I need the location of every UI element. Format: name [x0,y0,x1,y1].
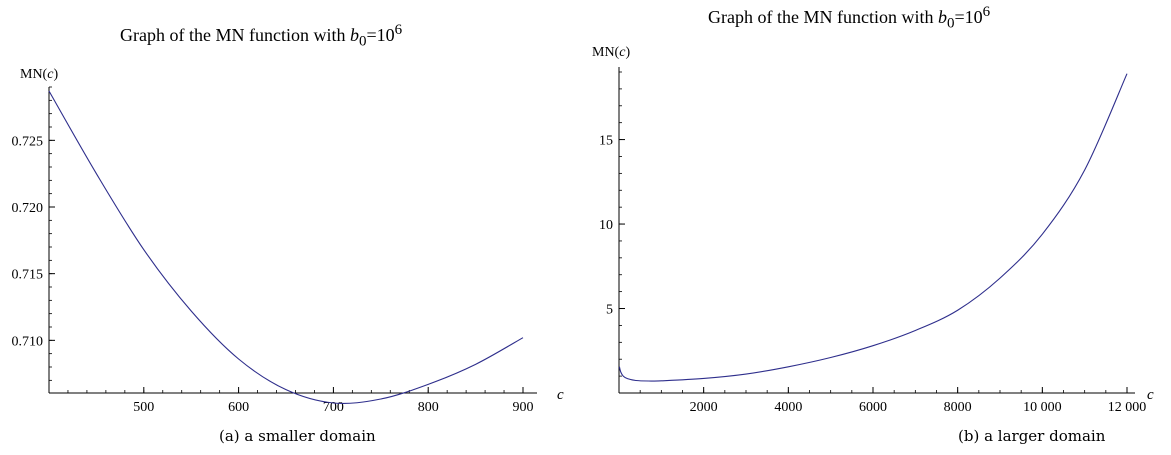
chart-b-x-axis-label: c [1147,387,1154,403]
chart-a-y-tick-label: 0.725 [12,134,44,149]
chart-a-x-tick-label: 800 [418,400,439,415]
chart-a-series-line [48,90,524,405]
chart-panel-b: 2000 4000 6000 8000 10 000 12 000 5 10 15 c Graph… [585,0,1171,455]
chart-a-title: Graph of the MN function with b0=106 [120,22,403,50]
chart-b-series-line [618,73,1128,382]
chart-b-x-tick-label: 2000 [690,400,718,415]
chart-a-y-tick-label: 0.720 [12,201,44,216]
chart-a-y-tick-label: 0.715 [12,268,44,283]
chart-b-plot: 2000 4000 6000 8000 10 000 12 000 5 10 15 c [599,67,1154,415]
chart-a-caption: (a) a smaller domain [219,427,376,445]
chart-b-caption: (b) a larger domain [958,427,1106,445]
chart-panel-a: 500 600 700 800 900 0.710 0.715 0.720 0.725 c Gra… [0,0,585,455]
chart-b-x-tick-label: 12 000 [1108,400,1147,415]
chart-b-y-axis-label: MN(c) [592,45,631,60]
chart-a-y-axis-label: MN(c) [20,67,59,82]
chart-b-title: Graph of the MN function with b0=106 [708,4,991,32]
chart-b-x-tick-label: 8000 [944,400,972,415]
chart-a-y-tick-label: 0.710 [12,334,44,349]
chart-b-x-tick-label: 6000 [859,400,887,415]
chart-a-x-tick-label: 900 [513,400,534,415]
chart-b-x-tick-label: 4000 [774,400,802,415]
chart-b-y-tick-label: 15 [599,134,613,149]
chart-a-x-tick-label: 600 [228,400,249,415]
chart-a-x-tick-label: 500 [133,400,154,415]
chart-a-x-axis-label: c [557,387,564,403]
chart-b-x-tick-label: 10 000 [1023,400,1062,415]
chart-b-y-tick-label: 5 [606,303,613,318]
chart-b-y-tick-label: 10 [599,218,613,233]
